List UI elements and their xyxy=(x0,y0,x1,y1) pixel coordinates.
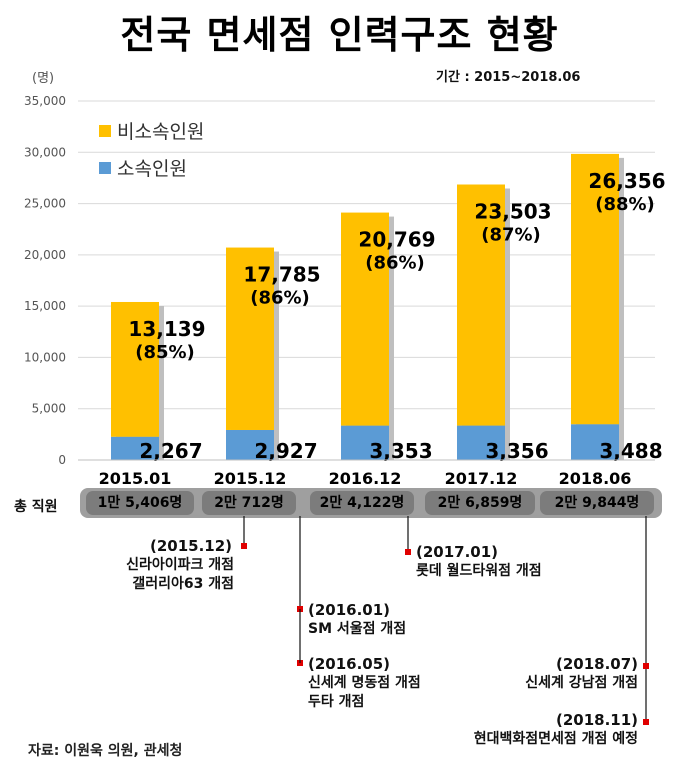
y-tick-label: 5,000 xyxy=(32,402,66,416)
connector-dot-2018-11 xyxy=(643,719,649,725)
event-line: 신라아이파크 개점 xyxy=(126,557,235,573)
data-label-non-affiliated: 13,139 xyxy=(128,317,205,341)
bar-non-affiliated xyxy=(571,153,619,425)
bar-non-affiliated xyxy=(341,212,389,426)
y-axis-unit: (명) xyxy=(32,71,55,86)
legend-label-non-affiliated: 비소속인원 xyxy=(117,121,204,143)
x-tick-label: 2015.01 xyxy=(99,469,172,488)
legend-swatch-affiliated xyxy=(99,162,111,174)
bar-affiliated xyxy=(226,429,274,460)
bar-affiliated xyxy=(111,436,159,460)
bar-affiliated xyxy=(571,424,619,460)
event-line: 신세계 강남점 개점 xyxy=(525,675,638,691)
x-tick-label: 2018.06 xyxy=(559,469,632,488)
event-2018-11: (2018.11) 현대백화점면세점 개점 예정 xyxy=(416,711,638,749)
event-line: 롯데 월드타워점 개점 xyxy=(416,563,542,579)
total-staff-2015-12: 2만 712명 xyxy=(202,491,296,515)
event-date: (2017.01) xyxy=(416,543,499,561)
bar-chart: 0 5,000 10,000 15,000 20,000 25,000 30,000 35,0… xyxy=(24,94,666,488)
total-staff-2017-12: 2만 6,859명 xyxy=(425,491,535,515)
data-label-non-affiliated: 20,769 xyxy=(358,228,435,252)
event-2016-05: (2016.05) 신세계 명동점 개점 두타 개점 xyxy=(308,655,421,712)
x-tick-label: 2016.12 xyxy=(329,469,402,488)
event-date: (2018.11) xyxy=(555,711,638,729)
event-2016-01: (2016.01) SM 서울점 개점 xyxy=(308,601,406,639)
data-label-percent: (88%) xyxy=(595,194,655,215)
event-line: SM 서울점 개점 xyxy=(308,621,407,637)
data-label-percent: (86%) xyxy=(250,288,310,309)
chart-title: 전국 면세점 인력구조 현황 xyxy=(120,13,559,57)
bar-non-affiliated xyxy=(226,247,274,430)
connector-dot-2017-01 xyxy=(405,549,411,555)
legend-label-affiliated: 소속인원 xyxy=(117,158,187,180)
y-tick-label: 35,000 xyxy=(24,94,66,108)
data-label-affiliated: 2,927 xyxy=(254,439,317,463)
y-tick-label: 10,000 xyxy=(24,350,66,364)
total-staff-label: 총 직원 xyxy=(14,499,58,515)
event-line: 두타 개점 xyxy=(308,694,365,710)
event-date: (2015.12) xyxy=(150,537,233,555)
connector-dot-2018-07 xyxy=(643,663,649,669)
event-line: 갤러리아63 개점 xyxy=(132,576,235,592)
x-tick-label: 2015.12 xyxy=(214,469,287,488)
y-tick-label: 25,000 xyxy=(24,197,66,211)
data-label-affiliated: 3,488 xyxy=(599,439,662,463)
bar-non-affiliated xyxy=(457,184,505,426)
event-2018-07: (2018.07) 신세계 강남점 개점 xyxy=(496,655,638,693)
connector-dot-2016-01 xyxy=(297,606,303,612)
y-tick-label: 30,000 xyxy=(24,145,66,159)
event-date: (2018.07) xyxy=(555,655,638,673)
data-label-affiliated: 3,356 xyxy=(485,439,548,463)
total-staff-2015-01: 1만 5,406명 xyxy=(86,491,194,515)
data-label-non-affiliated: 17,785 xyxy=(243,263,320,287)
period-label: 기간 : 2015~2018.06 xyxy=(436,70,581,85)
bar-affiliated xyxy=(457,425,505,460)
total-staff-2018-06: 2만 9,844명 xyxy=(540,491,654,515)
y-tick-label: 0 xyxy=(58,453,66,467)
event-2015-12: (2015.12) 신라아이파크 개점 갤러리아63 개점 xyxy=(126,537,234,594)
total-staff-2016-12: 2만 4,122명 xyxy=(310,491,414,515)
data-label-percent: (87%) xyxy=(481,225,541,246)
x-tick-label: 2017.12 xyxy=(445,469,518,488)
data-label-non-affiliated: 26,356 xyxy=(588,169,665,193)
connector-dot-2016-05 xyxy=(297,660,303,666)
data-label-percent: (86%) xyxy=(365,253,425,274)
y-tick-label: 20,000 xyxy=(24,248,66,262)
event-2017-01: (2017.01) 롯데 월드타워점 개점 xyxy=(416,543,542,581)
legend-swatch-non-affiliated xyxy=(99,125,111,137)
data-label-percent: (85%) xyxy=(135,342,195,363)
event-line: 신세계 명동점 개점 xyxy=(308,675,421,691)
data-label-affiliated: 3,353 xyxy=(369,439,432,463)
connector-dot-2015-12 xyxy=(241,543,247,549)
event-date: (2016.05) xyxy=(308,655,391,673)
event-line: 현대백화점면세점 개점 예정 xyxy=(473,731,638,747)
bar-non-affiliated xyxy=(111,301,159,437)
y-tick-label: 15,000 xyxy=(24,299,66,313)
data-label-affiliated: 2,267 xyxy=(139,439,202,463)
bar-affiliated xyxy=(341,425,389,460)
source-note: 자료: 이원욱 의원, 관세청 xyxy=(28,743,183,759)
data-label-non-affiliated: 23,503 xyxy=(474,200,551,224)
event-date: (2016.01) xyxy=(308,601,391,619)
